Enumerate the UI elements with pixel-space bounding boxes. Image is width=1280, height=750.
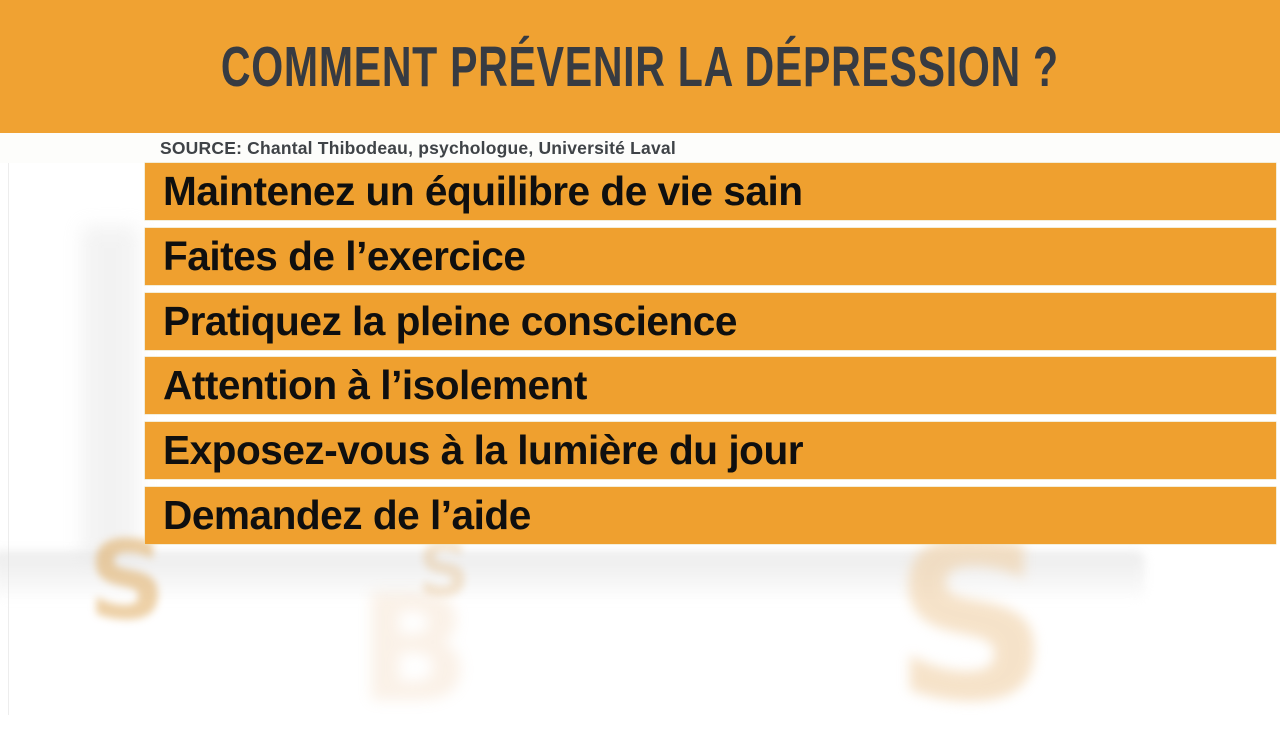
page-title: COMMENT PRÉVENIR LA DÉPRESSION ? [221,34,1059,99]
source-value: Chantal Thibodeau, psychologue, Universi… [247,137,676,158]
tip-bar-6: Demandez de l’aide [145,487,1276,544]
tip-label: Maintenez un équilibre de vie sain [163,168,803,214]
background-blur-band [0,551,1145,599]
tip-bar-2: Faites de l’exercice [145,228,1276,285]
tip-bar-5: Exposez-vous à la lumière du jour [145,422,1276,479]
tip-label: Attention à l’isolement [163,362,587,408]
tip-label: Pratiquez la pleine conscience [163,298,737,344]
tip-label: Demandez de l’aide [163,492,531,538]
panel-edge-line [8,140,9,715]
tip-label: Faites de l’exercice [163,233,526,279]
tip-bar-3: Pratiquez la pleine conscience [145,293,1276,350]
watermark-letter: B [358,563,471,735]
title-band: COMMENT PRÉVENIR LA DÉPRESSION ? [0,0,1280,133]
tip-label: Exposez-vous à la lumière du jour [163,427,804,473]
watermark-letter: S [88,519,166,644]
source-label: SOURCE: [160,137,243,158]
watermark-letter: S [893,497,1051,750]
background-blur-column [82,226,138,558]
tip-bar-1: Maintenez un équilibre de vie sain [145,163,1276,220]
source-strip: SOURCE: Chantal Thibodeau, psychologue, … [0,133,1280,163]
tip-bar-4: Attention à l’isolement [145,357,1276,414]
source-line: SOURCE: Chantal Thibodeau, psychologue, … [160,138,676,159]
watermark-letter: S [418,528,470,612]
